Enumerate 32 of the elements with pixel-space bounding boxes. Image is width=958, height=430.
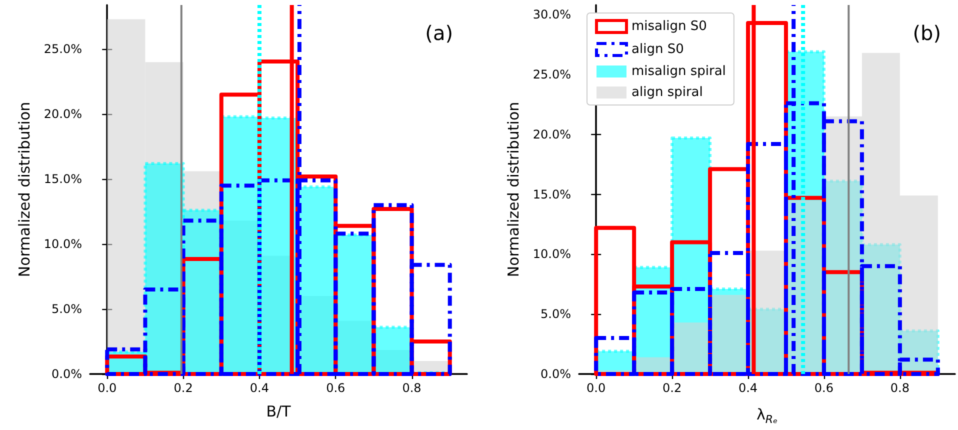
y-tick-label: 15.0% <box>532 187 571 202</box>
legend-label: misalign S0 <box>632 19 707 34</box>
x-tick-label: 0.8 <box>890 381 910 395</box>
y-tick-label: 20.0% <box>44 107 82 122</box>
x-tick-label: 0.0 <box>586 381 606 395</box>
x-tick-label: 0.8 <box>402 381 422 395</box>
legend-label: align spiral <box>632 85 703 100</box>
annotation: (a) <box>425 21 454 45</box>
y-tick-label: 25.0% <box>532 67 571 82</box>
y-tick-label: 0.0% <box>540 367 571 381</box>
x-tick-label: 0.4 <box>250 381 270 395</box>
y-tick-label: 0.0% <box>52 367 82 381</box>
y-tick-label: 5.0% <box>540 307 571 322</box>
x-tick-label: 0.6 <box>326 381 346 395</box>
x-tick-label: 0.4 <box>738 381 758 395</box>
y-tick-label: 10.0% <box>532 247 571 262</box>
annotation: (b) <box>912 21 942 45</box>
y-tick-label: 15.0% <box>44 172 82 186</box>
y-tick-label: 30.0% <box>532 8 571 22</box>
y-axis-title: Normalized distribution <box>504 102 522 278</box>
x-tick-label: 0.2 <box>662 381 682 395</box>
y-tick-label: 20.0% <box>532 127 571 142</box>
y-tick-label: 25.0% <box>44 42 82 56</box>
y-axis-title: Normalized distribution <box>16 102 34 278</box>
y-tick-label: 10.0% <box>44 237 82 252</box>
x-tick-label: 0.2 <box>174 381 193 395</box>
x-tick-label: 0.6 <box>814 381 834 395</box>
legend-label: align S0 <box>632 42 684 57</box>
x-axis-title: B/T <box>266 402 292 420</box>
legend-label: misalign spiral <box>632 64 726 79</box>
y-tick-label: 5.0% <box>52 302 82 316</box>
x-tick-label: 0.0 <box>98 381 117 395</box>
